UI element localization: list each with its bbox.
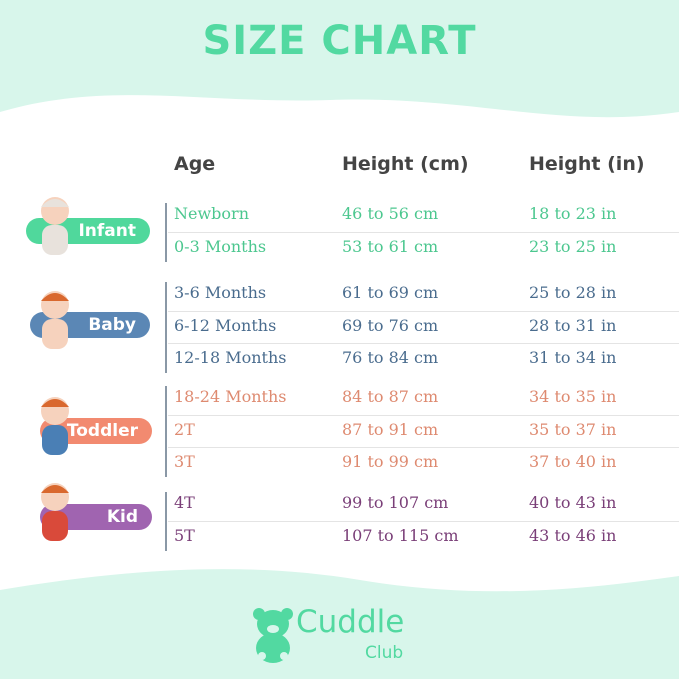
row-separator xyxy=(168,310,679,312)
child-illustration-kid xyxy=(30,479,80,553)
row-separator xyxy=(168,520,679,522)
group-divider xyxy=(165,492,167,551)
cell-height-cm: 61 to 69 cm xyxy=(342,283,439,302)
cell-height-cm: 99 to 107 cm xyxy=(342,493,449,512)
header-age: Age xyxy=(174,153,216,175)
cell-age: 3T xyxy=(174,452,195,471)
page-title: SIZE CHART xyxy=(202,18,477,64)
group-divider xyxy=(165,282,167,373)
child-illustration-toddler xyxy=(30,393,80,467)
cell-height-in: 23 to 25 in xyxy=(529,237,617,256)
row-separator xyxy=(168,414,679,416)
cell-height-cm: 76 to 84 cm xyxy=(342,348,439,367)
cell-height-in: 34 to 35 in xyxy=(529,387,617,406)
cell-age: 6-12 Months xyxy=(174,316,277,335)
child-illustration-baby xyxy=(30,287,80,361)
cell-height-in: 43 to 46 in xyxy=(529,526,617,545)
cell-height-cm: 69 to 76 cm xyxy=(342,316,439,335)
cell-height-in: 25 to 28 in xyxy=(529,283,617,302)
cell-age: 2T xyxy=(174,420,195,439)
logo-name: Cuddle xyxy=(296,604,405,640)
cell-age: 4T xyxy=(174,493,195,512)
teddy-bear-icon xyxy=(253,608,293,663)
cell-height-cm: 107 to 115 cm xyxy=(342,526,459,545)
cell-height-in: 35 to 37 in xyxy=(529,420,617,439)
header-height-in: Height (in) xyxy=(529,153,645,175)
cell-height-cm: 91 to 99 cm xyxy=(342,452,439,471)
cell-height-in: 31 to 34 in xyxy=(529,348,617,367)
header-height-cm: Height (cm) xyxy=(342,153,469,175)
cell-age: 18-24 Months xyxy=(174,387,287,406)
group-divider xyxy=(165,203,167,262)
row-separator xyxy=(168,447,679,448)
cell-age: 3-6 Months xyxy=(174,283,267,302)
cell-height-cm: 46 to 56 cm xyxy=(342,204,439,223)
row-separator xyxy=(168,231,679,233)
child-illustration-infant xyxy=(30,193,80,267)
cell-height-in: 37 to 40 in xyxy=(529,452,617,471)
cell-height-in: 28 to 31 in xyxy=(529,316,617,335)
cell-height-cm: 53 to 61 cm xyxy=(342,237,439,256)
logo-sub: Club xyxy=(365,643,404,663)
cell-height-in: 40 to 43 in xyxy=(529,493,617,512)
cell-height-in: 18 to 23 in xyxy=(529,204,617,223)
cell-height-cm: 84 to 87 cm xyxy=(342,387,439,406)
row-separator xyxy=(168,343,679,344)
cell-age: 5T xyxy=(174,526,195,545)
group-divider xyxy=(165,386,167,477)
cell-age: 12-18 Months xyxy=(174,348,287,367)
cell-age: 0-3 Months xyxy=(174,237,267,256)
cell-age: Newborn xyxy=(174,204,249,223)
cell-height-cm: 87 to 91 cm xyxy=(342,420,439,439)
